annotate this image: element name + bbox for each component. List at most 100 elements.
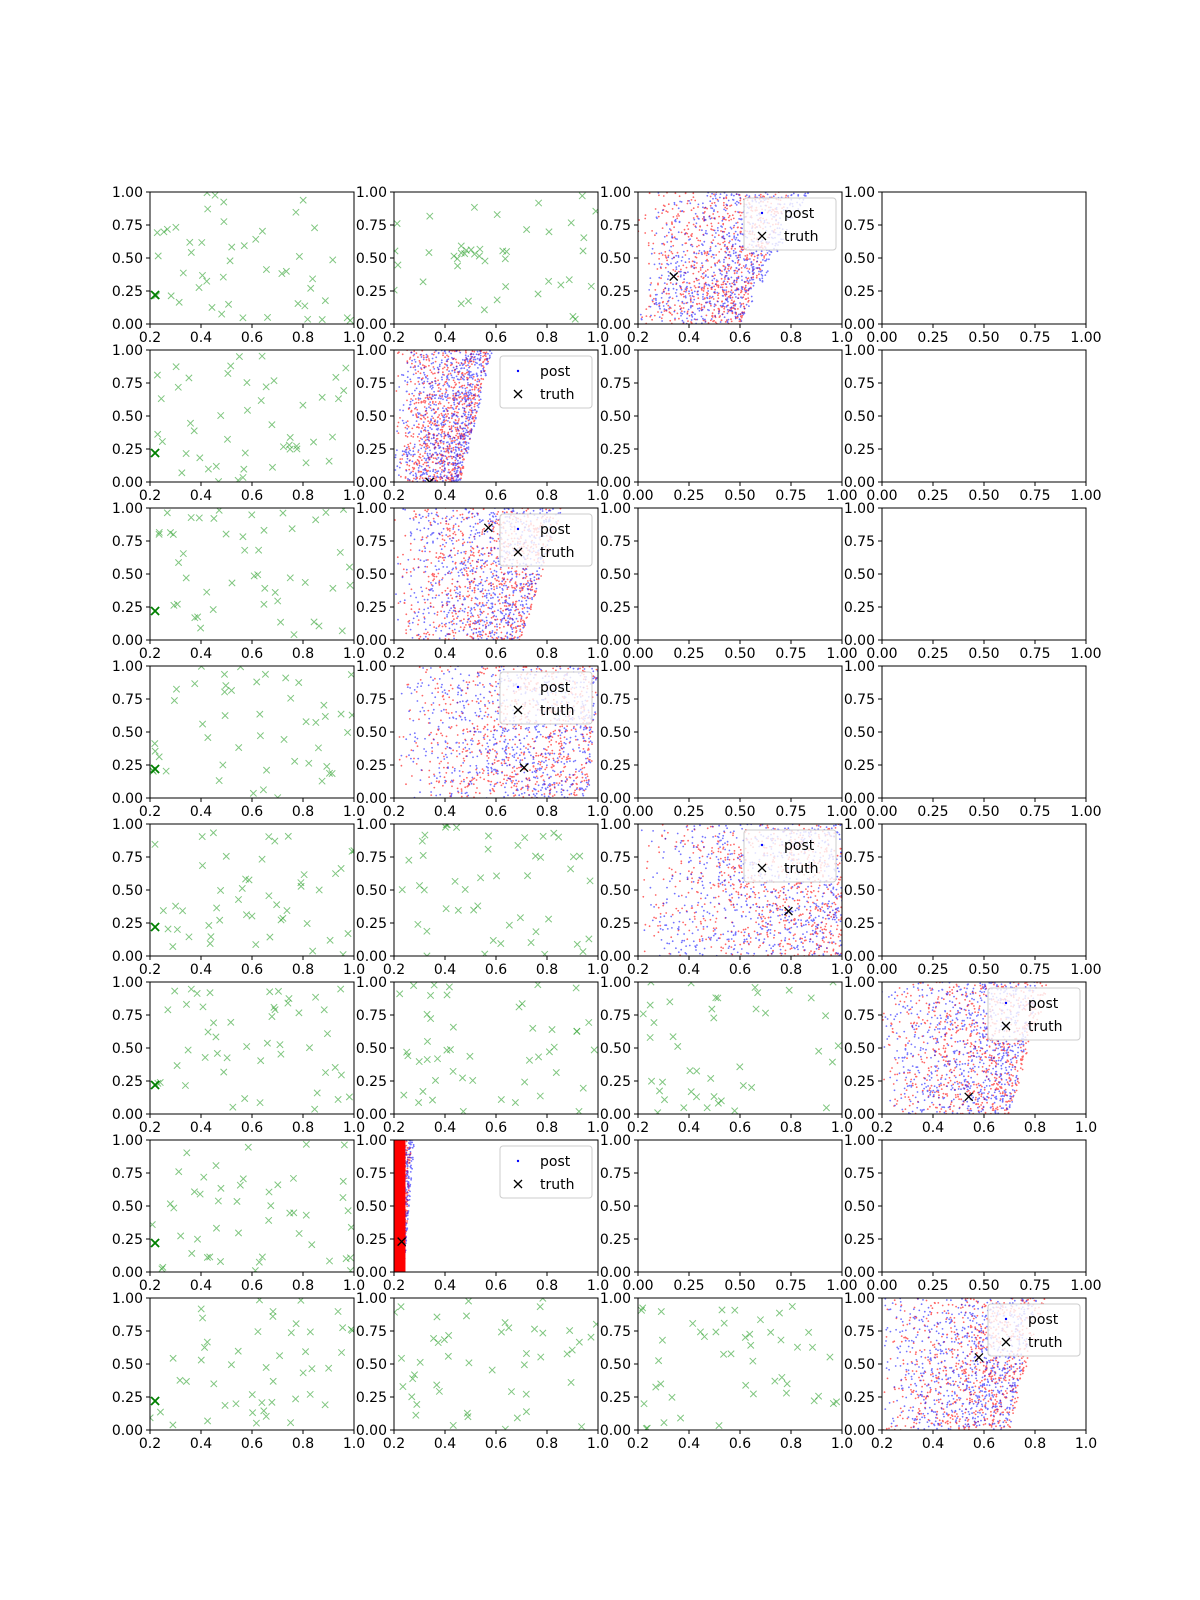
post-blue-dot [480, 553, 483, 555]
post-blue-dot [397, 562, 399, 565]
post-blue-dot [511, 634, 514, 637]
x-tick-label: 0.2 [627, 330, 649, 346]
post-red-dot [439, 388, 442, 391]
post-blue-dot [661, 209, 664, 212]
post-blue-dot [515, 589, 517, 592]
post-red-dot [482, 508, 485, 511]
sample-point [569, 312, 577, 321]
post-blue-dot [703, 240, 706, 243]
post-red-dot [699, 239, 702, 242]
post-red-dot [740, 315, 742, 318]
post-blue-dot [419, 559, 422, 562]
x-tick-label: 0.6 [241, 488, 263, 504]
x-tick-label: 0.8 [292, 488, 314, 504]
post-red-dot [706, 287, 709, 290]
post-blue-dot [423, 472, 426, 475]
post-red-dot [457, 550, 459, 552]
post-blue-dot [429, 442, 432, 445]
post-blue-dot [461, 364, 464, 367]
post-blue-dot [531, 596, 533, 599]
post-blue-dot [511, 606, 513, 608]
post-red-dot [461, 513, 464, 516]
y-tick-label: 0.75 [356, 218, 387, 234]
post-red-dot [441, 469, 443, 471]
post-blue-dot [444, 573, 447, 576]
post-blue-dot [768, 253, 771, 256]
post-blue-dot [398, 466, 401, 469]
post-blue-dot [414, 369, 417, 371]
post-blue-dot [741, 249, 744, 252]
post-blue-dot [730, 294, 732, 297]
post-blue-dot [665, 302, 668, 305]
post-red-dot [427, 575, 430, 578]
post-blue-dot [437, 456, 440, 459]
post-red-dot [442, 352, 444, 354]
post-blue-dot [460, 415, 463, 418]
post-blue-dot [658, 276, 661, 279]
post-blue-dot [447, 464, 450, 466]
sample-point [565, 276, 573, 284]
post-blue-dot [408, 431, 411, 433]
post-blue-dot [497, 636, 500, 638]
post-blue-dot [719, 196, 721, 199]
post-blue-dot [496, 625, 498, 628]
post-blue-dot [466, 633, 469, 635]
post-blue-dot [719, 272, 722, 275]
post-blue-dot [426, 473, 428, 476]
post-red-dot [521, 631, 523, 634]
post-blue-dot [530, 582, 533, 585]
post-red-dot [760, 252, 762, 255]
post-red-dot [412, 447, 415, 450]
post-red-dot [518, 614, 521, 617]
post-red-dot [487, 635, 490, 638]
post-blue-dot [501, 591, 504, 594]
post-blue-dot [675, 266, 678, 268]
post-blue-dot [476, 350, 479, 353]
post-blue-dot [495, 574, 498, 577]
post-blue-dot [463, 407, 466, 410]
post-red-dot [512, 627, 515, 629]
post-blue-dot [689, 306, 692, 309]
post-red-dot [515, 631, 517, 634]
x-tick-label: 0.75 [775, 646, 806, 662]
post-red-dot [692, 192, 695, 195]
post-red-dot [416, 435, 419, 438]
post-blue-dot [484, 580, 487, 583]
post-blue-dot [706, 297, 709, 300]
post-blue-dot [404, 508, 406, 511]
post-blue-dot [712, 197, 714, 200]
post-blue-dot [439, 440, 442, 443]
post-blue-dot [695, 222, 698, 225]
post-red-dot [439, 545, 442, 547]
post-red-dot [737, 308, 739, 310]
sample-point [292, 442, 301, 450]
post-blue-dot [724, 276, 726, 279]
subplot-r1c3: 0.2 0.4 0.6 0.8 1.00.000.250.500.751.00postt… [600, 185, 853, 346]
post-red-dot [461, 372, 463, 375]
post-blue-dot [444, 395, 446, 398]
sample-point [240, 242, 248, 250]
post-blue-dot [462, 412, 465, 415]
post-blue-dot [454, 467, 456, 470]
post-red-dot [470, 394, 473, 397]
sample-point [334, 395, 343, 403]
post-blue-dot [477, 403, 480, 406]
post-red-dot [413, 350, 416, 353]
post-blue-dot [765, 258, 768, 261]
post-blue-dot [427, 512, 430, 515]
post-blue-dot [432, 453, 435, 456]
post-red-dot [651, 318, 653, 321]
post-blue-dot [482, 624, 484, 627]
post-red-dot [418, 608, 421, 611]
post-blue-dot [456, 378, 459, 381]
y-tick-label: 0.50 [844, 409, 875, 425]
post-blue-dot [480, 578, 483, 581]
post-red-dot [465, 415, 468, 418]
post-blue-dot [473, 515, 476, 518]
post-red-dot [740, 251, 743, 253]
y-tick-label: 0.25 [112, 600, 143, 616]
post-blue-dot [448, 609, 451, 612]
post-blue-dot [479, 357, 482, 359]
post-red-dot [478, 549, 481, 552]
post-blue-dot [432, 408, 435, 411]
